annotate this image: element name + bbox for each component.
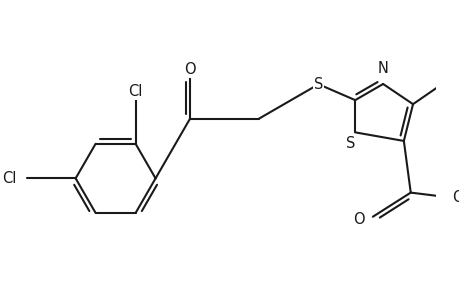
Text: N: N bbox=[377, 61, 388, 76]
Text: O: O bbox=[451, 190, 459, 205]
Text: S: S bbox=[346, 136, 355, 152]
Text: Cl: Cl bbox=[2, 171, 16, 186]
Text: O: O bbox=[353, 212, 364, 227]
Text: S: S bbox=[313, 77, 323, 92]
Text: Cl: Cl bbox=[128, 84, 142, 99]
Text: O: O bbox=[184, 62, 196, 77]
